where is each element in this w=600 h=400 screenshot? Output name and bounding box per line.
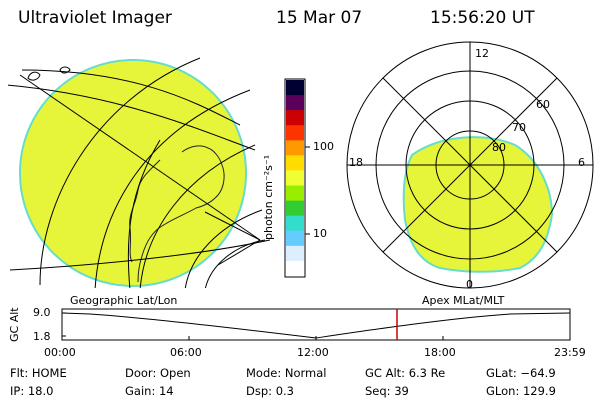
auroral-oval bbox=[402, 136, 554, 273]
mlt-label-0: 0 bbox=[466, 278, 473, 291]
info-glat-value: −64.9 bbox=[520, 366, 556, 380]
info-dsp: Dsp: 0.3 bbox=[246, 384, 294, 398]
info-seq-value: 39 bbox=[394, 384, 409, 398]
colorbar-segment bbox=[286, 140, 304, 156]
colorbar-segment bbox=[286, 260, 304, 277]
header-date: 15 Mar 07 bbox=[276, 8, 363, 28]
colorbar-tick-10: 10 bbox=[313, 227, 327, 240]
timeline-x-tick-1800: 18:00 bbox=[424, 346, 456, 359]
timeline-frame bbox=[61, 308, 571, 341]
info-glon-value: 129.9 bbox=[522, 384, 556, 398]
timeline-y-tick-9: 9.0 bbox=[33, 306, 51, 319]
color-scale-bar bbox=[284, 78, 310, 278]
geographic-image bbox=[8, 57, 270, 288]
info-seq: Seq: 39 bbox=[365, 384, 409, 398]
info-ip-value: 18.0 bbox=[27, 384, 54, 398]
colorbar-segment bbox=[286, 80, 304, 96]
info-gc-alt: GC Alt: 6.3 Re bbox=[365, 366, 446, 380]
info-gc-alt-value: 6.3 Re bbox=[408, 366, 446, 380]
timeline-x-tick-1200: 12:00 bbox=[297, 346, 329, 359]
colorbar-segment bbox=[286, 230, 304, 247]
colorbar-segment bbox=[286, 215, 304, 232]
colorbar-segment bbox=[286, 110, 304, 126]
header-time: 15:56:20 UT bbox=[430, 8, 535, 28]
altitude-curve bbox=[61, 312, 571, 339]
info-gain: Gain: 14 bbox=[125, 384, 174, 398]
info-door-value: Open bbox=[159, 366, 191, 380]
mlat-label-60: 60 bbox=[536, 98, 550, 111]
timeline-x-tick-0600: 06:00 bbox=[170, 346, 202, 359]
colorbar-segment bbox=[286, 125, 304, 141]
auroral-image-disk bbox=[19, 59, 247, 287]
info-gain-value: 14 bbox=[158, 384, 174, 398]
mlt-label-18: 18 bbox=[349, 156, 363, 169]
timeline-y-tick-1-8: 1.8 bbox=[33, 330, 51, 343]
mlat-label-80: 80 bbox=[492, 141, 506, 154]
island-outline bbox=[59, 66, 71, 74]
mlt-label-6: 6 bbox=[578, 156, 585, 169]
colorbar-tick-100: 100 bbox=[313, 140, 334, 153]
colorbar-segment bbox=[286, 185, 304, 202]
timeline-x-tick-2359: 23:59 bbox=[554, 346, 586, 359]
timeline-left-title: Geographic Lat/Lon bbox=[70, 294, 178, 307]
colorbar-segment bbox=[286, 200, 304, 217]
info-dsp-value: 0.3 bbox=[275, 384, 294, 398]
info-door: Door: Open bbox=[125, 366, 191, 380]
app-title: Ultraviolet Imager bbox=[18, 8, 172, 28]
colorbar-segment bbox=[286, 155, 304, 171]
mlt-label-12: 12 bbox=[475, 47, 489, 60]
timeline-x-tick-0000: 00:00 bbox=[44, 346, 76, 359]
info-flt-value: HOME bbox=[31, 366, 67, 380]
mlat-label-70: 70 bbox=[512, 121, 526, 134]
colorbar-segment bbox=[286, 245, 304, 262]
info-ip: IP: 18.0 bbox=[10, 384, 54, 398]
lat-lon-grid bbox=[8, 57, 270, 288]
antarctica-coastline bbox=[137, 145, 225, 283]
info-glat: GLat: −64.9 bbox=[486, 366, 556, 380]
timeline-right-title: Apex MLat/MLT bbox=[422, 294, 505, 307]
info-glon: GLon: 129.9 bbox=[486, 384, 556, 398]
timeline-y-axis-label: GC Alt bbox=[8, 307, 21, 342]
altitude-timeline bbox=[61, 308, 571, 341]
info-mode: Mode: Normal bbox=[246, 366, 327, 380]
polar-plot bbox=[346, 41, 594, 289]
info-mode-value: Normal bbox=[284, 366, 327, 380]
island-outline bbox=[27, 71, 41, 81]
colorbar-unit-label: photon cm⁻²s⁻¹ bbox=[262, 154, 275, 240]
info-flt: Flt: HOME bbox=[10, 366, 67, 380]
colorbar-segment bbox=[286, 95, 304, 111]
colorbar-segment bbox=[286, 170, 304, 187]
